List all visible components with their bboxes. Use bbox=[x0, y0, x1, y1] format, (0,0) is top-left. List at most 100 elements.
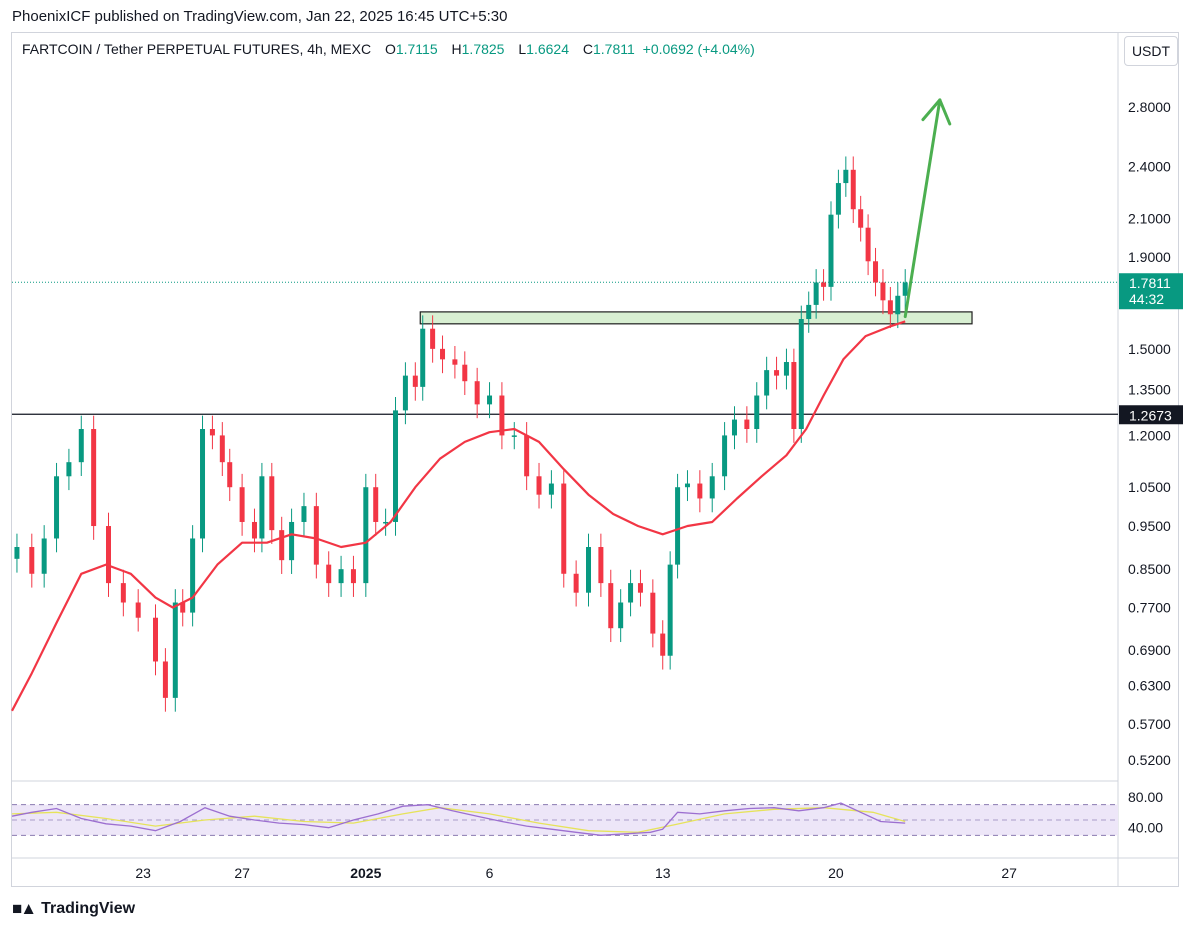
candle-body bbox=[430, 328, 436, 349]
candle-body bbox=[880, 282, 886, 301]
price-tick-label: 0.7700 bbox=[1128, 600, 1171, 616]
candle-body bbox=[628, 583, 634, 603]
candle-body bbox=[650, 592, 656, 634]
candle-body bbox=[660, 633, 666, 656]
high-label: H bbox=[451, 41, 462, 57]
candle-body bbox=[120, 583, 126, 603]
candle-body bbox=[393, 410, 399, 522]
candle-body bbox=[536, 476, 542, 495]
candle-body bbox=[858, 209, 864, 228]
candle-body bbox=[843, 169, 849, 184]
price-tick-label: 1.0500 bbox=[1128, 479, 1171, 495]
candle-body bbox=[722, 435, 728, 477]
candle-body bbox=[744, 419, 750, 430]
time-tick-label: 6 bbox=[486, 865, 494, 881]
high-value: 1.7825 bbox=[461, 41, 505, 57]
candle-body bbox=[180, 602, 186, 613]
price-tick-label: 0.5200 bbox=[1128, 752, 1171, 768]
candle-body bbox=[474, 381, 480, 405]
price-tick-label: 1.5000 bbox=[1128, 341, 1171, 357]
chart-separators bbox=[11, 32, 1179, 887]
candle-body bbox=[895, 295, 901, 315]
publisher-line: PhoenixICF published on TradingView.com,… bbox=[12, 8, 508, 25]
candle-body bbox=[29, 547, 35, 574]
candle-body bbox=[487, 395, 493, 405]
candle-body bbox=[697, 483, 703, 499]
brand-name: TradingView bbox=[41, 900, 136, 917]
price-tick-label: 2.1000 bbox=[1128, 210, 1171, 226]
candle-body bbox=[440, 348, 446, 360]
candle-body bbox=[561, 483, 567, 574]
candle-body bbox=[239, 487, 245, 522]
candle-body bbox=[774, 370, 780, 376]
candle-body bbox=[835, 183, 841, 215]
candle-body bbox=[219, 435, 225, 463]
moving-average-line bbox=[11, 320, 906, 712]
time-tick-label: 13 bbox=[655, 865, 671, 881]
price-tick-label: 0.6900 bbox=[1128, 642, 1171, 658]
candle-body bbox=[462, 364, 468, 382]
candle-body bbox=[105, 526, 111, 584]
candle-body bbox=[548, 483, 554, 495]
close-value: 1.7811 bbox=[593, 41, 635, 57]
candle-body bbox=[821, 282, 827, 287]
candle-body bbox=[598, 547, 604, 584]
candle-body bbox=[828, 214, 834, 287]
candle-body bbox=[313, 506, 319, 565]
candle-body bbox=[754, 395, 760, 430]
candle-body bbox=[412, 375, 418, 387]
candle-body bbox=[14, 547, 20, 559]
candle-body bbox=[373, 487, 379, 522]
last-price-badge-price: 1.7811 bbox=[1129, 275, 1171, 291]
candle-body bbox=[637, 583, 643, 593]
rsi-pane: 80.00 40.00 bbox=[11, 789, 1163, 836]
open-label: O bbox=[384, 41, 396, 57]
candle-body bbox=[813, 282, 819, 305]
level-badge-price: 1.2673 bbox=[1129, 407, 1172, 423]
candle-body bbox=[301, 506, 307, 522]
price-tick-label: 1.3500 bbox=[1128, 382, 1171, 398]
candle-body bbox=[887, 300, 893, 315]
candle-body bbox=[573, 573, 579, 593]
candle-body bbox=[850, 169, 856, 210]
resistance-zone-layer bbox=[419, 311, 973, 325]
candle-body bbox=[524, 435, 530, 477]
rsi-ma-line bbox=[11, 807, 906, 833]
tradingview-logo-icon: ■▲ bbox=[12, 899, 37, 918]
rsi-line bbox=[11, 802, 906, 836]
candle-body bbox=[289, 521, 295, 561]
price-tick-label: 2.4000 bbox=[1128, 159, 1171, 175]
candle-body bbox=[279, 530, 285, 561]
candle-body bbox=[709, 476, 715, 499]
candle-body bbox=[420, 328, 426, 387]
candles-layer bbox=[14, 156, 908, 712]
candle-body bbox=[78, 429, 84, 463]
candle-body bbox=[618, 602, 624, 629]
candle-body bbox=[499, 395, 505, 436]
candle-body bbox=[227, 462, 233, 488]
horizontal-level-layer bbox=[12, 281, 1118, 415]
candle-body bbox=[66, 462, 72, 477]
candle-body bbox=[791, 362, 797, 430]
candle-body bbox=[269, 476, 275, 531]
open-value: 1.7115 bbox=[395, 41, 438, 57]
close-label: C bbox=[582, 41, 593, 57]
candle-body bbox=[326, 564, 332, 584]
time-tick-label: 20 bbox=[828, 865, 844, 881]
candle-body bbox=[902, 282, 908, 296]
candle-body bbox=[41, 538, 47, 574]
candle-body bbox=[54, 476, 60, 539]
price-tick-label: 0.6300 bbox=[1128, 677, 1171, 693]
candle-body bbox=[363, 487, 369, 584]
price-tick-label: 1.2000 bbox=[1128, 427, 1171, 443]
candle-body bbox=[798, 319, 804, 430]
projection-arrow-shaft bbox=[903, 98, 942, 319]
candle-body bbox=[153, 617, 159, 662]
moving-average-layer bbox=[11, 320, 906, 712]
currency-button[interactable]: USDT bbox=[1124, 36, 1178, 66]
candle-body bbox=[172, 602, 178, 698]
time-tick-label: 27 bbox=[1001, 865, 1017, 881]
tradingview-brand[interactable]: ■▲ TradingView bbox=[12, 899, 135, 919]
